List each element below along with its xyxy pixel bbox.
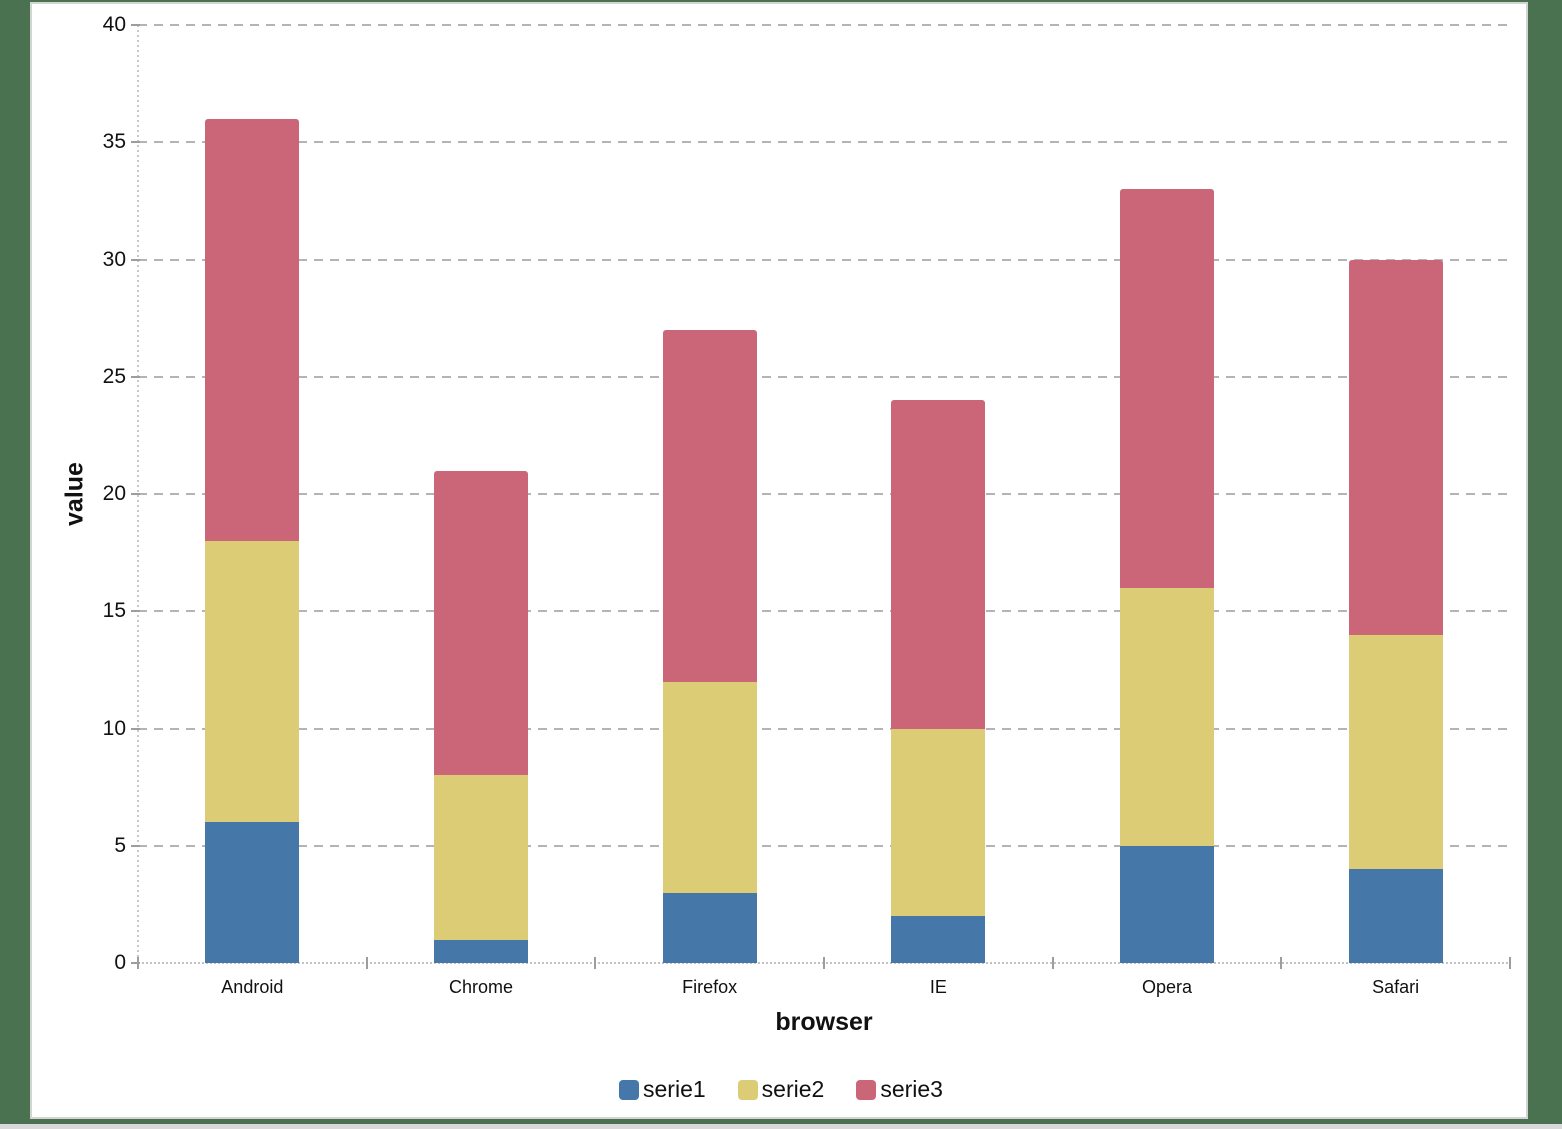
plot-area: 0 5 10 15 20 25 30 35 40 Android Chrome Firefox IE O…: [103, 13, 1511, 997]
y-axis-title: value: [60, 462, 89, 526]
bar-segment-opera-serie3: [1120, 189, 1214, 588]
y-tick-30: [131, 258, 140, 261]
y-tick-10: [131, 727, 140, 730]
x-tick-2: [594, 957, 597, 969]
y-tick-15: [131, 610, 140, 613]
gridline-20: [138, 493, 1510, 495]
bar-segment-safari-serie1: [1348, 869, 1443, 963]
y-tick-25: [131, 375, 140, 378]
bar-segment-opera-serie2: [1120, 587, 1214, 846]
bar-segment-android-serie1: [205, 822, 300, 963]
category-label-chrome: Chrome: [448, 977, 514, 997]
y-tick-label-0: 0: [114, 951, 126, 974]
legend-label-serie2: serie2: [761, 1076, 825, 1102]
legend-item-serie2: serie2: [737, 1076, 825, 1103]
x-axis-title: browser: [775, 1008, 873, 1036]
bar-segment-firefox-serie2: [662, 681, 757, 893]
bar-segment-safari-serie2: [1348, 634, 1443, 870]
y-tick-label-5: 5: [114, 833, 126, 857]
bar-segment-safari-serie3: [1348, 259, 1443, 635]
bottom-border-strip: [0, 1124, 1562, 1129]
y-tick-40: [131, 24, 140, 26]
gridline-35: [138, 141, 1510, 144]
gridline-40: [138, 24, 1510, 26]
category-label-android: Android: [221, 977, 284, 997]
bar-segment-ie-serie1: [891, 916, 986, 963]
legend-item-serie3: serie3: [856, 1076, 943, 1103]
bar-segment-chrome-serie3: [434, 470, 528, 776]
bar-segment-firefox-serie3: [662, 329, 757, 682]
gridline-30: [138, 258, 1510, 261]
x-tick-5: [1280, 957, 1283, 969]
y-tick-label-35: 35: [102, 130, 126, 154]
y-tick-5: [131, 844, 140, 847]
y-tick-label-25: 25: [102, 364, 126, 388]
y-tick-label-30: 30: [102, 247, 126, 271]
y-tick-0: [131, 962, 140, 964]
bar-segment-firefox-serie1: [662, 892, 757, 963]
legend-label-serie3: serie3: [880, 1076, 943, 1102]
x-tick-4: [1051, 957, 1054, 969]
x-tick-0: [137, 957, 139, 969]
y-tick-35: [131, 141, 140, 144]
legend-item-serie1: serie1: [619, 1076, 706, 1103]
y-tick-label-10: 10: [102, 716, 126, 740]
category-label-opera: Opera: [1141, 977, 1193, 997]
x-tick-1: [365, 957, 368, 969]
category-label-ie: IE: [929, 977, 947, 997]
legend-marker-serie3-icon: [856, 1079, 877, 1100]
y-tick-label-20: 20: [102, 482, 126, 505]
gridline-5: [138, 844, 1510, 847]
category-label-safari: Safari: [1372, 977, 1420, 997]
gridline-25: [138, 375, 1510, 378]
category-label-firefox: Firefox: [682, 977, 738, 997]
gridline-15: [138, 610, 1510, 613]
x-tick-6: [1509, 957, 1511, 969]
legend-label-serie1: serie1: [643, 1076, 706, 1102]
legend-marker-serie2-icon: [737, 1079, 758, 1100]
bar-segment-chrome-serie2: [434, 775, 528, 940]
bar-segment-android-serie2: [205, 540, 300, 823]
bar-segment-android-serie3: [205, 118, 300, 541]
bar-segment-opera-serie1: [1120, 845, 1214, 963]
legend: serie1 serie2 serie3: [0, 1076, 1562, 1103]
y-tick-20: [131, 493, 140, 495]
legend-marker-serie1-icon: [619, 1079, 640, 1100]
y-tick-label-40: 40: [102, 13, 126, 36]
x-tick-3: [823, 957, 825, 969]
bar-segment-ie-serie3: [891, 400, 986, 729]
y-tick-label-15: 15: [102, 599, 126, 623]
bar-segment-chrome-serie1: [434, 939, 528, 963]
gridline-10: [138, 727, 1510, 730]
bar-segment-ie-serie2: [891, 728, 986, 917]
